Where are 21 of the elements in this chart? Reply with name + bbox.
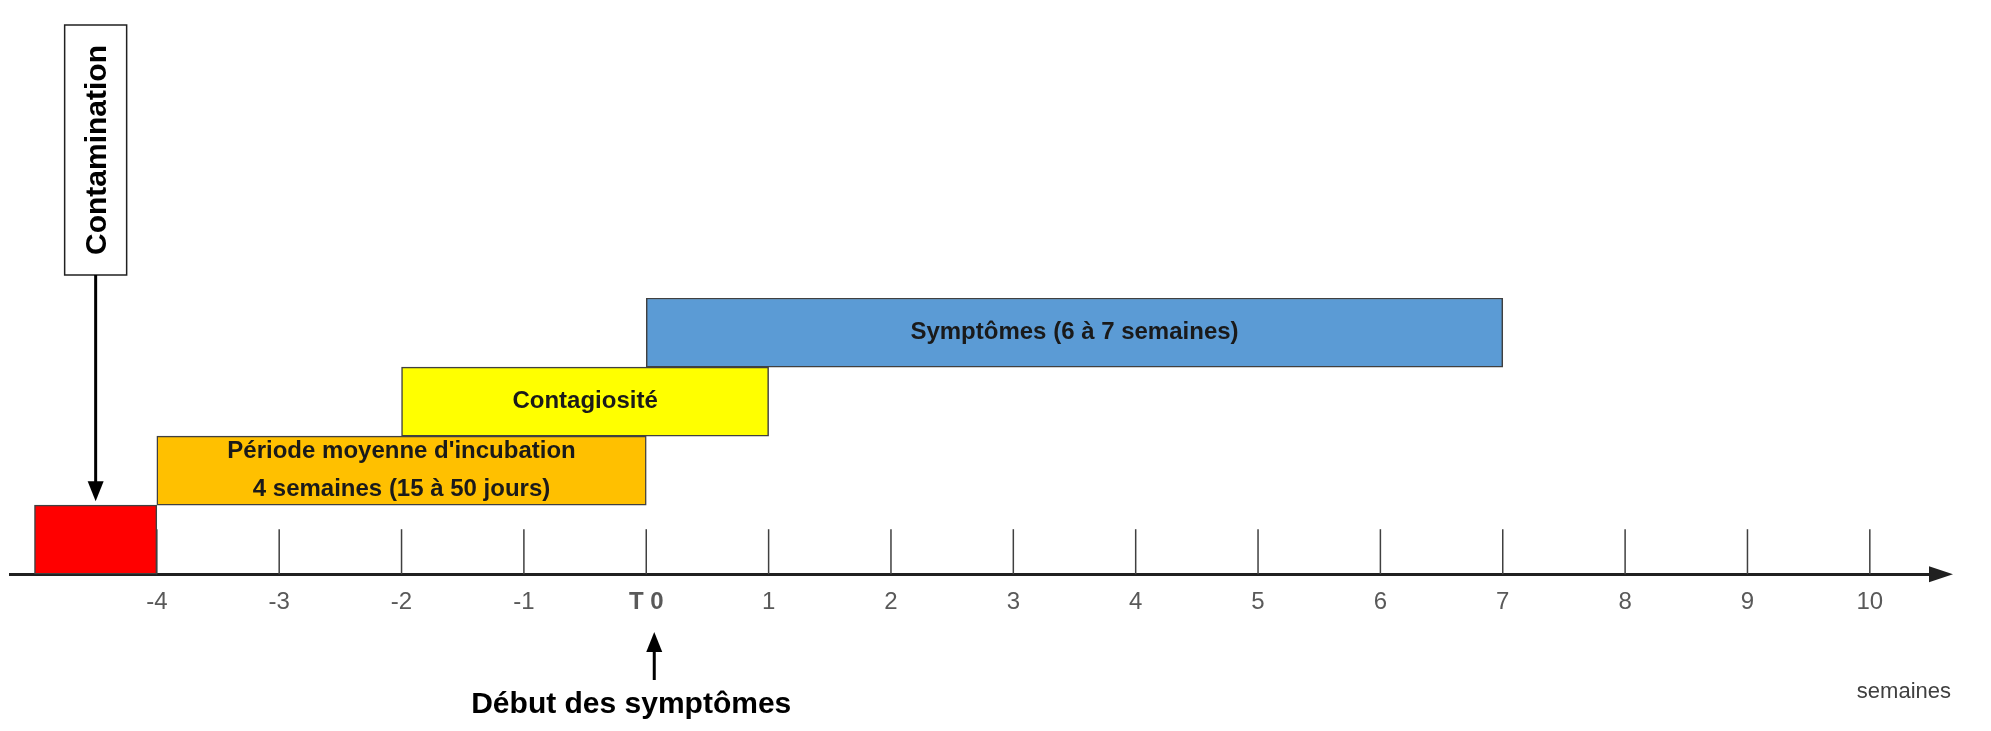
x-tick-label: -4 xyxy=(146,587,168,615)
x-tick-label: 6 xyxy=(1373,587,1388,615)
text: Contamination xyxy=(78,44,112,255)
x-tick-label: 10 xyxy=(1856,587,1884,615)
x-tick-label: 7 xyxy=(1496,587,1510,615)
x-tick-label: T 0 xyxy=(628,587,664,615)
y-tick-label: Période moyenne d'incubation 4 semaines (15 à 50 jours) xyxy=(227,436,576,502)
x-tick-label: 2 xyxy=(884,587,898,615)
x-axis-title: semaines xyxy=(1856,678,1951,704)
x-tick-label: 4 xyxy=(1129,587,1143,615)
y-tick-label: Symptômes (6 à 7 semaines) xyxy=(910,317,1239,345)
x-tick-label: 9 xyxy=(1740,587,1755,615)
x-tick-label: -1 xyxy=(513,587,535,615)
x-tick-label: 3 xyxy=(1006,587,1020,615)
x-tick-label: -3 xyxy=(268,587,290,615)
text: Début des symptômes xyxy=(471,686,792,720)
x-tick-label: -2 xyxy=(390,587,413,615)
x-tick-label: 1 xyxy=(761,587,776,615)
y-tick-label: Contagiosité xyxy=(512,386,658,414)
x-tick-label: 5 xyxy=(1251,587,1265,615)
x-tick-label: 8 xyxy=(1618,587,1632,615)
